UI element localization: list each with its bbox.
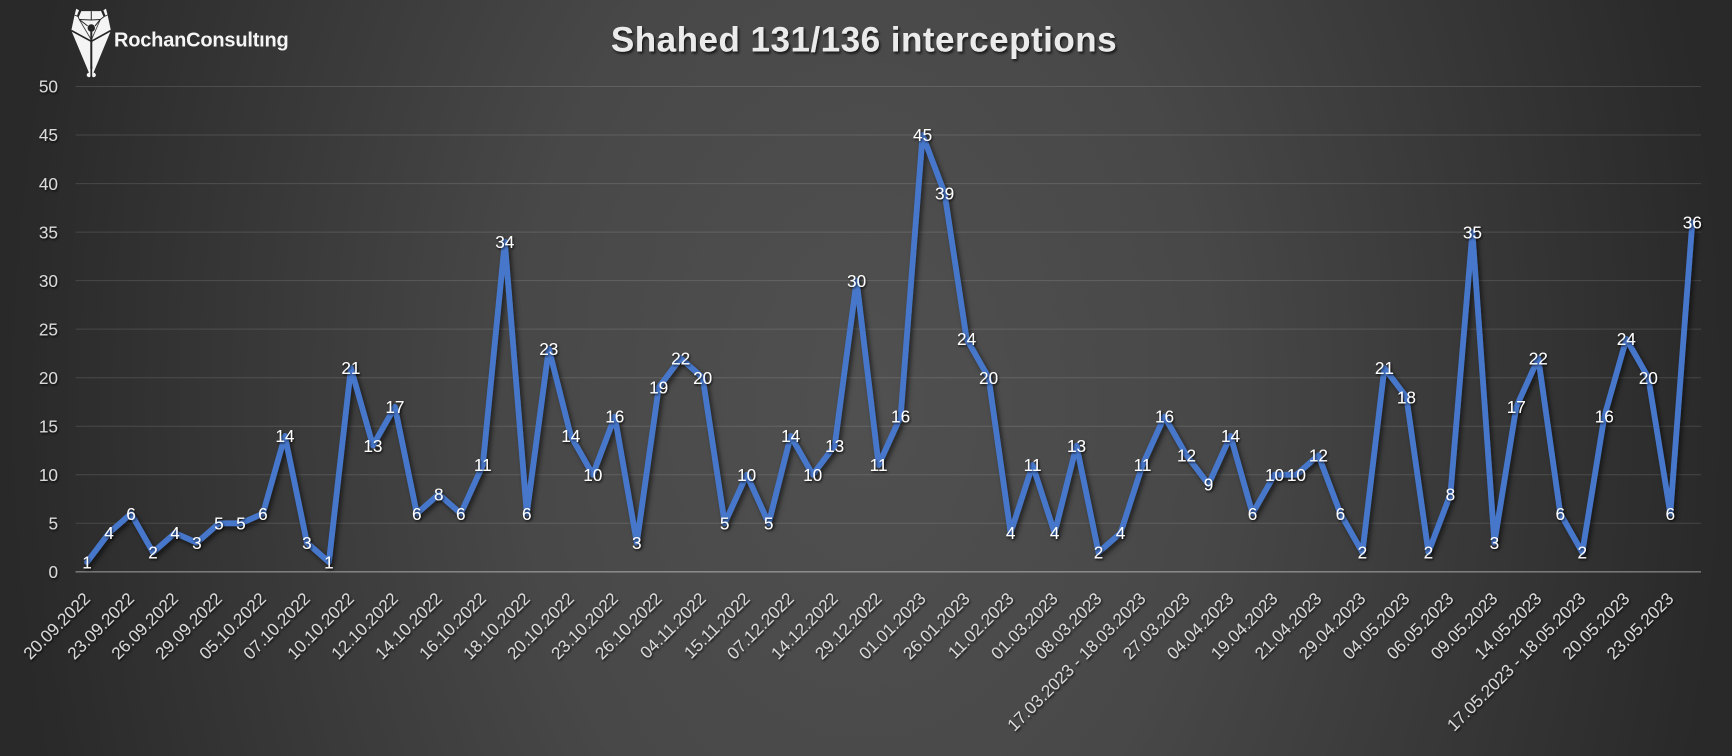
- svg-text:14: 14: [275, 426, 295, 446]
- svg-text:6: 6: [1248, 504, 1258, 524]
- svg-text:17: 17: [385, 397, 404, 417]
- svg-text:21: 21: [1375, 358, 1394, 378]
- svg-text:25: 25: [39, 319, 58, 339]
- svg-text:3: 3: [302, 533, 312, 553]
- svg-text:11: 11: [474, 455, 492, 475]
- svg-text:5: 5: [764, 514, 774, 534]
- svg-text:36: 36: [1683, 213, 1702, 233]
- svg-text:4: 4: [1050, 523, 1060, 543]
- svg-text:6: 6: [258, 504, 268, 524]
- svg-text:6: 6: [522, 504, 532, 524]
- svg-text:34: 34: [495, 232, 515, 252]
- svg-text:2: 2: [1358, 543, 1368, 563]
- svg-text:14: 14: [781, 426, 801, 446]
- svg-text:8: 8: [1446, 484, 1456, 504]
- svg-text:4: 4: [1006, 523, 1016, 543]
- svg-text:16: 16: [1155, 407, 1174, 427]
- svg-text:10: 10: [737, 465, 756, 485]
- svg-text:30: 30: [847, 271, 866, 291]
- svg-text:18: 18: [1397, 387, 1416, 407]
- svg-text:13: 13: [1067, 436, 1086, 456]
- svg-text:16: 16: [1595, 407, 1614, 427]
- svg-text:6: 6: [1336, 504, 1346, 524]
- svg-text:19: 19: [649, 378, 668, 398]
- svg-text:10: 10: [1265, 465, 1284, 485]
- svg-text:5: 5: [236, 514, 246, 534]
- svg-text:20: 20: [1639, 368, 1658, 388]
- svg-text:4: 4: [104, 523, 114, 543]
- svg-text:21: 21: [341, 358, 360, 378]
- svg-text:10: 10: [583, 465, 602, 485]
- svg-text:3: 3: [632, 533, 642, 553]
- svg-text:9: 9: [1204, 475, 1214, 495]
- svg-text:5: 5: [48, 514, 58, 534]
- svg-text:6: 6: [412, 504, 422, 524]
- svg-text:8: 8: [434, 484, 444, 504]
- svg-text:3: 3: [1490, 533, 1500, 553]
- svg-text:11: 11: [1134, 455, 1152, 475]
- svg-text:24: 24: [957, 329, 977, 349]
- svg-text:10: 10: [1287, 465, 1306, 485]
- svg-text:4: 4: [1116, 523, 1126, 543]
- svg-text:2: 2: [1094, 543, 1104, 563]
- svg-text:1: 1: [82, 552, 92, 572]
- svg-text:10: 10: [39, 465, 58, 485]
- svg-text:14: 14: [561, 426, 581, 446]
- svg-text:16: 16: [605, 407, 624, 427]
- svg-text:14: 14: [1221, 426, 1241, 446]
- svg-text:50: 50: [39, 77, 58, 97]
- svg-text:11: 11: [1024, 455, 1042, 475]
- svg-text:11: 11: [870, 455, 888, 475]
- svg-text:0: 0: [48, 562, 58, 582]
- svg-text:24: 24: [1617, 329, 1637, 349]
- svg-text:4: 4: [170, 523, 180, 543]
- svg-text:RochanConsultıng: RochanConsultıng: [114, 30, 289, 52]
- svg-text:45: 45: [39, 125, 58, 145]
- svg-text:3: 3: [192, 533, 202, 553]
- svg-text:2: 2: [1424, 543, 1434, 563]
- svg-text:17: 17: [1507, 397, 1526, 417]
- svg-text:6: 6: [1666, 504, 1676, 524]
- svg-text:35: 35: [1463, 222, 1482, 242]
- svg-text:45: 45: [913, 125, 932, 145]
- svg-text:Shahed 131/136 interceptions: Shahed 131/136 interceptions: [611, 21, 1117, 60]
- svg-text:12: 12: [1309, 446, 1328, 466]
- svg-text:20: 20: [39, 368, 58, 388]
- svg-text:39: 39: [935, 184, 954, 204]
- svg-text:6: 6: [1556, 504, 1566, 524]
- svg-text:23: 23: [539, 339, 558, 359]
- svg-text:20: 20: [979, 368, 998, 388]
- svg-text:2: 2: [1578, 543, 1588, 563]
- svg-text:16: 16: [891, 407, 910, 427]
- svg-text:2: 2: [148, 543, 158, 563]
- svg-text:40: 40: [39, 174, 58, 194]
- svg-text:5: 5: [720, 514, 730, 534]
- svg-text:15: 15: [39, 416, 58, 436]
- svg-text:22: 22: [671, 349, 690, 369]
- svg-text:35: 35: [39, 222, 58, 242]
- svg-text:5: 5: [214, 514, 224, 534]
- svg-text:10: 10: [803, 465, 822, 485]
- svg-text:6: 6: [126, 504, 136, 524]
- svg-text:13: 13: [825, 436, 844, 456]
- svg-text:13: 13: [363, 436, 382, 456]
- svg-text:6: 6: [456, 504, 466, 524]
- svg-text:20: 20: [693, 368, 712, 388]
- svg-text:30: 30: [39, 271, 58, 291]
- svg-text:1: 1: [324, 552, 334, 572]
- svg-text:22: 22: [1529, 349, 1548, 369]
- svg-text:12: 12: [1177, 446, 1196, 466]
